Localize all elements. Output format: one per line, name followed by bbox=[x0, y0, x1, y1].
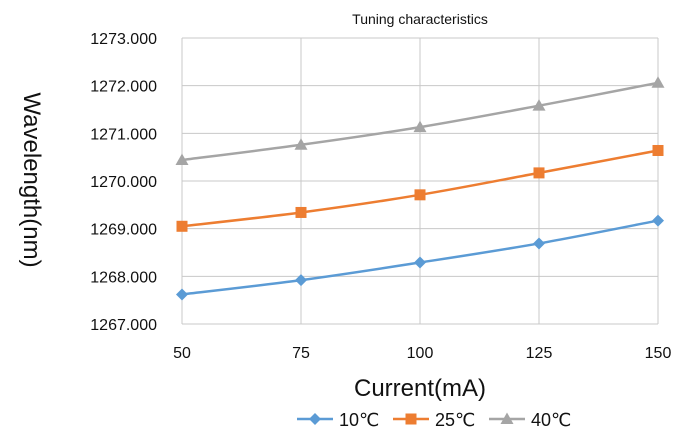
chart-title: Tuning characteristics bbox=[352, 11, 488, 27]
y-tick-label: 1273.000 bbox=[90, 31, 157, 48]
legend-marker bbox=[500, 412, 514, 424]
legend: 10℃ 25℃ 40℃ bbox=[297, 410, 571, 430]
legend-label: 10℃ bbox=[339, 410, 379, 430]
series-2 bbox=[175, 76, 665, 166]
data-point bbox=[295, 206, 307, 218]
data-point bbox=[651, 76, 665, 88]
data-point bbox=[413, 120, 427, 133]
data-point bbox=[176, 288, 188, 301]
legend-entry: 10℃ bbox=[297, 410, 379, 430]
axes: 1267.000 1268.000 1269.000 1270.000 1271.000… bbox=[90, 31, 671, 362]
series-1 bbox=[176, 144, 664, 232]
data-point bbox=[175, 153, 189, 166]
y-tick-label: 1271.000 bbox=[90, 126, 157, 143]
data-point bbox=[176, 220, 188, 232]
legend-label: 25℃ bbox=[435, 410, 475, 430]
data-point bbox=[414, 256, 426, 269]
y-tick-label: 1272.000 bbox=[90, 79, 157, 96]
data-point bbox=[532, 99, 546, 111]
legend-marker bbox=[405, 413, 417, 425]
series-0 bbox=[176, 214, 664, 301]
x-tick-label: 75 bbox=[292, 345, 310, 362]
data-point bbox=[533, 237, 545, 250]
x-tick-label: 125 bbox=[526, 345, 553, 362]
data-point bbox=[652, 214, 664, 227]
legend-entry: 25℃ bbox=[393, 410, 475, 430]
x-tick-label: 150 bbox=[645, 345, 672, 362]
data-point bbox=[533, 167, 545, 179]
series-group bbox=[175, 76, 665, 301]
y-tick-label: 1269.000 bbox=[90, 222, 157, 239]
legend-label: 40℃ bbox=[531, 410, 571, 430]
y-tick-label: 1270.000 bbox=[90, 174, 157, 191]
data-point bbox=[295, 274, 307, 287]
x-tick-label: 50 bbox=[173, 345, 191, 362]
x-tick-label: 100 bbox=[407, 345, 434, 362]
data-point bbox=[414, 189, 426, 201]
grid bbox=[181, 37, 659, 325]
y-tick-label: 1267.000 bbox=[90, 317, 157, 334]
y-axis-title: Wavelength(nm) bbox=[18, 92, 45, 267]
data-point bbox=[652, 144, 664, 156]
legend-marker bbox=[309, 413, 321, 425]
legend-entry: 40℃ bbox=[489, 410, 571, 430]
y-tick-label: 1268.000 bbox=[90, 269, 157, 286]
x-axis-title: Current(mA) bbox=[354, 375, 486, 402]
data-point bbox=[294, 138, 308, 150]
